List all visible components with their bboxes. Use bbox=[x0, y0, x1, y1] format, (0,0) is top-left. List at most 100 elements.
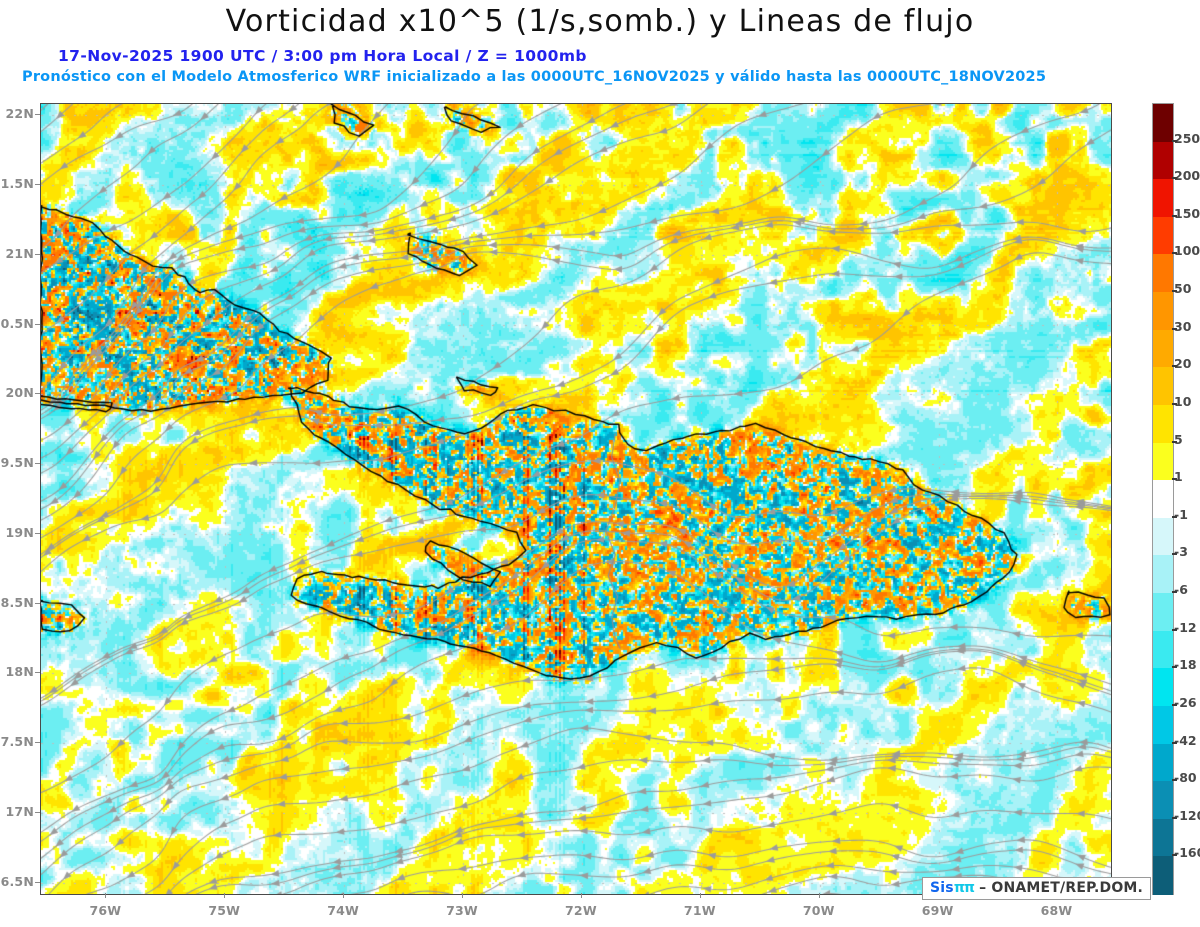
colorbar-tick-mark bbox=[1172, 402, 1177, 405]
colorbar-tick-mark bbox=[1172, 252, 1177, 255]
colorbar-band bbox=[1153, 442, 1173, 481]
colorbar-tick-mark bbox=[1172, 854, 1177, 857]
colorbar-tick-label: 150 bbox=[1174, 205, 1200, 221]
y-axis-label: 17.5N bbox=[0, 734, 34, 750]
colorbar-tick-label: -1 bbox=[1174, 506, 1188, 522]
colorbar-tick-mark bbox=[1172, 553, 1177, 556]
colorbar-band bbox=[1153, 593, 1173, 632]
colorbar-band bbox=[1153, 517, 1173, 557]
colorbar-tick-label: 200 bbox=[1174, 168, 1200, 184]
x-axis-label: 76W bbox=[89, 903, 122, 918]
colorbar-tick-mark bbox=[1172, 440, 1177, 443]
colorbar-tick-mark bbox=[1172, 779, 1177, 782]
y-axis-label: 18.5N bbox=[0, 594, 34, 610]
colorbar-tick-label: -160 bbox=[1174, 845, 1200, 861]
colorbar-band bbox=[1153, 141, 1173, 180]
colorbar-band bbox=[1153, 818, 1173, 857]
colorbar-tick-label: -18 bbox=[1174, 657, 1197, 673]
y-axis-tick bbox=[35, 114, 40, 116]
subtitle-model-info: Pronóstico con el Modelo Atmosferico WRF… bbox=[22, 69, 1047, 85]
y-axis-tick bbox=[35, 672, 40, 674]
colorbar-band bbox=[1153, 743, 1173, 782]
colorbar-band bbox=[1153, 216, 1173, 256]
colorbar bbox=[1152, 103, 1174, 895]
x-axis-label: 68W bbox=[1040, 903, 1073, 918]
map-plot-area bbox=[40, 103, 1112, 895]
colorbar-band bbox=[1153, 555, 1173, 594]
y-axis-label: 22N bbox=[5, 106, 34, 122]
y-axis-label: 17N bbox=[5, 804, 34, 820]
x-axis-tick bbox=[105, 893, 107, 898]
y-axis-label: 20.5N bbox=[0, 315, 34, 331]
colorbar-tick-mark bbox=[1172, 666, 1177, 669]
colorbar-tick-mark bbox=[1172, 290, 1177, 293]
x-axis-tick bbox=[224, 893, 226, 898]
colorbar-tick-label: 1 bbox=[1174, 469, 1183, 485]
y-axis-tick bbox=[35, 881, 40, 883]
y-axis-tick bbox=[35, 602, 40, 604]
colorbar-tick-label: -3 bbox=[1174, 544, 1188, 560]
colorbar-tick-mark bbox=[1172, 816, 1177, 819]
colorbar-tick-mark bbox=[1172, 177, 1177, 180]
colorbar-band bbox=[1153, 292, 1173, 331]
colorbar-tick-label: 30 bbox=[1174, 318, 1192, 334]
colorbar-band bbox=[1153, 179, 1173, 218]
x-axis-tick bbox=[818, 893, 820, 898]
colorbar-tick-mark bbox=[1172, 703, 1177, 706]
y-axis-tick bbox=[35, 742, 40, 744]
page-title: Vorticidad x10^5 (1/s,somb.) y Lineas de… bbox=[225, 4, 975, 39]
colorbar-tick-label: 100 bbox=[1174, 243, 1200, 259]
colorbar-band bbox=[1153, 404, 1173, 444]
colorbar-band bbox=[1153, 254, 1173, 293]
y-axis-tick bbox=[35, 532, 40, 534]
x-axis-label: 75W bbox=[208, 903, 241, 918]
colorbar-tick-mark bbox=[1172, 327, 1177, 330]
logo-sis-text: Sis bbox=[930, 880, 954, 896]
colorbar-tick-label: -12 bbox=[1174, 619, 1197, 635]
colorbar-band bbox=[1153, 781, 1173, 820]
y-axis-label: 18N bbox=[5, 664, 34, 680]
colorbar-tick-label: -26 bbox=[1174, 694, 1197, 710]
colorbar-tick-label: -120 bbox=[1174, 807, 1200, 823]
y-axis-tick bbox=[35, 812, 40, 814]
x-axis-label: 74W bbox=[327, 903, 360, 918]
colorbar-band bbox=[1153, 367, 1173, 406]
colorbar-tick-mark bbox=[1172, 515, 1177, 518]
x-axis-tick bbox=[699, 893, 701, 898]
y-axis-tick bbox=[35, 253, 40, 255]
x-axis-tick bbox=[462, 893, 464, 898]
y-axis-tick bbox=[35, 393, 40, 395]
logo-pi-icon: ππ bbox=[953, 880, 975, 896]
colorbar-band bbox=[1153, 668, 1173, 707]
colorbar-tick-label: 10 bbox=[1174, 393, 1192, 409]
logo-agency-text: – ONAMET/REP.DOM. bbox=[979, 880, 1144, 896]
colorbar-tick-label: 20 bbox=[1174, 356, 1192, 372]
colorbar-tick-label: 250 bbox=[1174, 130, 1200, 146]
colorbar-tick-mark bbox=[1172, 478, 1177, 481]
colorbar-tick-mark bbox=[1172, 741, 1177, 744]
colorbar-band bbox=[1153, 705, 1173, 745]
colorbar-tick-label: -42 bbox=[1174, 732, 1197, 748]
coastline-layer bbox=[41, 104, 1111, 894]
x-axis-label: 72W bbox=[565, 903, 597, 918]
subtitle-datetime: 17-Nov-2025 1900 UTC / 3:00 pm Hora Loca… bbox=[58, 47, 587, 65]
x-axis-label: 70W bbox=[802, 903, 835, 918]
colorbar-band bbox=[1153, 630, 1173, 669]
y-axis-label: 21.5N bbox=[0, 175, 34, 191]
colorbar-tick-mark bbox=[1172, 214, 1177, 217]
y-axis-tick bbox=[35, 463, 40, 465]
x-axis-tick bbox=[580, 893, 582, 898]
x-axis-label: 69W bbox=[921, 903, 954, 918]
x-axis-label: 71W bbox=[683, 903, 716, 918]
x-axis-label: 73W bbox=[446, 903, 478, 918]
colorbar-band bbox=[1153, 480, 1173, 519]
y-axis-label: 16.5N bbox=[0, 873, 34, 889]
colorbar-tick-mark bbox=[1172, 365, 1177, 368]
x-axis-tick bbox=[343, 893, 345, 898]
colorbar-tick-mark bbox=[1172, 591, 1177, 594]
colorbar-tick-label: 50 bbox=[1174, 281, 1192, 297]
colorbar-band bbox=[1153, 104, 1173, 143]
colorbar-tick-label: 5 bbox=[1174, 431, 1183, 447]
y-axis-label: 21N bbox=[5, 245, 34, 261]
